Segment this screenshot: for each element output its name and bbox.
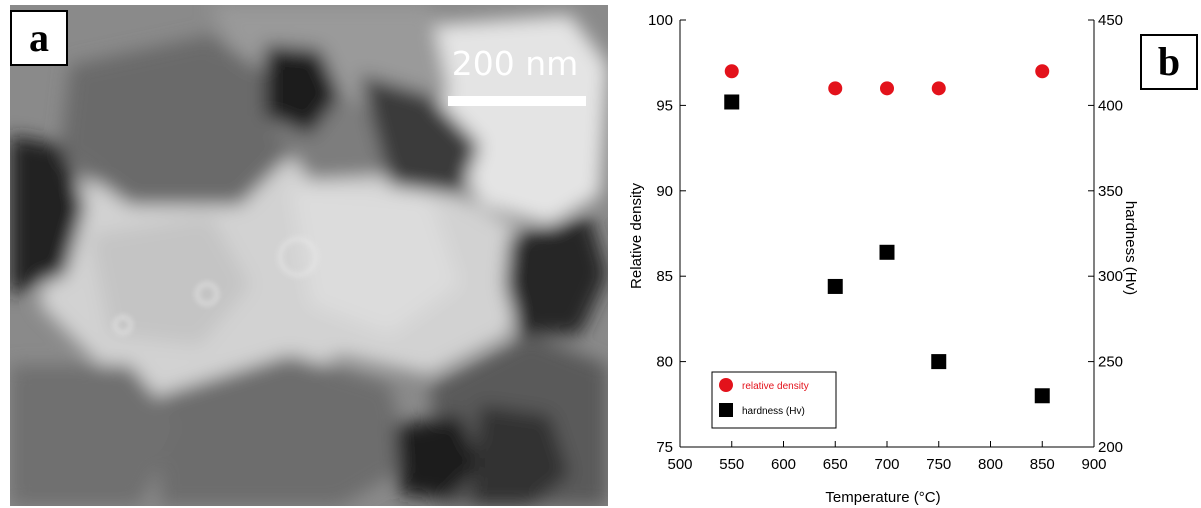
legend-label-relative-density: relative density	[742, 381, 809, 392]
legend-marker-hardness	[719, 403, 733, 417]
legend-marker-relative-density	[719, 378, 733, 392]
relative-density-point	[931, 81, 946, 96]
relative-density-point	[828, 81, 843, 96]
y-left-tick-label: 85	[656, 268, 673, 285]
y-right-axis-ticks: 200 250 300 350 400 450	[1088, 12, 1123, 456]
x-axis-ticks: 500 550 600 650 700 750 800 850 900	[667, 441, 1107, 473]
scale-bar	[448, 96, 586, 106]
legend-label-hardness: hardness (Hv)	[742, 406, 805, 417]
scatter-chart: 500 550 600 650 700 750 800 850 900 75 80 85 90 95 10…	[628, 12, 1139, 506]
hardness-point	[724, 94, 740, 110]
hardness-point	[879, 244, 895, 260]
panel-label-a: a	[10, 10, 68, 66]
relative-density-point	[880, 81, 894, 96]
x-tick-label: 650	[823, 456, 848, 473]
y-left-tick-label: 100	[648, 12, 673, 29]
legend: relative density hardness (Hv)	[711, 371, 837, 429]
scale-bar-label: 200 nm	[451, 44, 579, 83]
y-right-tick-label: 300	[1098, 268, 1123, 285]
y-left-tick-label: 75	[656, 439, 673, 456]
legend-box	[711, 371, 837, 429]
hardness-point	[1034, 388, 1050, 404]
y-left-tick-label: 90	[656, 183, 673, 200]
y-left-tick-label: 95	[656, 97, 673, 114]
y-right-tick-label: 250	[1098, 354, 1123, 371]
data-points	[724, 64, 1050, 404]
x-tick-label: 500	[667, 456, 692, 473]
y-right-tick-label: 450	[1098, 12, 1123, 29]
relative-density-point	[724, 64, 739, 79]
x-tick-label: 800	[978, 456, 1003, 473]
x-tick-label: 700	[874, 456, 899, 473]
hardness-point	[931, 354, 947, 370]
relative-density-point	[1035, 64, 1050, 79]
panel-label-b: b	[1140, 34, 1198, 90]
hardness-point	[827, 278, 843, 294]
x-tick-label: 600	[771, 456, 796, 473]
x-axis-label: Temperature (°C)	[825, 489, 940, 506]
y-left-tick-label: 80	[656, 354, 673, 371]
y-right-tick-label: 400	[1098, 97, 1123, 114]
x-tick-label: 750	[926, 456, 951, 473]
x-tick-label: 900	[1081, 456, 1106, 473]
x-tick-label: 850	[1030, 456, 1055, 473]
y-left-axis-ticks: 75 80 85 90 95 100	[648, 12, 686, 456]
x-tick-label: 550	[719, 456, 744, 473]
y-left-axis-label: Relative density	[628, 183, 645, 289]
y-right-tick-label: 350	[1098, 183, 1123, 200]
y-right-axis-label: hardness (Hv)	[1122, 201, 1139, 295]
y-right-tick-label: 200	[1098, 439, 1123, 456]
tem-micrograph	[10, 5, 608, 506]
